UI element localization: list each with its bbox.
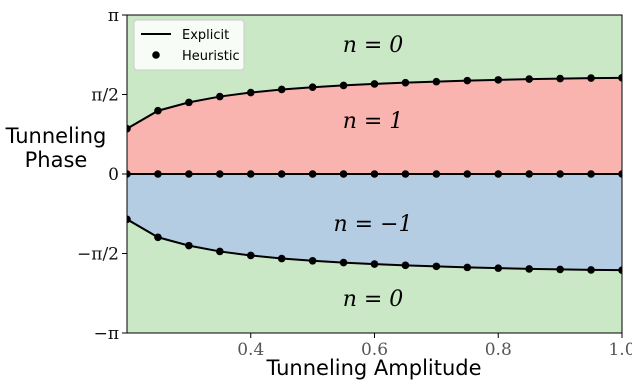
heuristic-point-upper	[246, 88, 255, 97]
heuristic-point-lower	[127, 215, 131, 224]
heuristic-point-lower	[587, 266, 595, 274]
heuristic-point-lower	[618, 266, 622, 274]
heuristic-point-upper	[525, 75, 533, 83]
heuristic-point-lower	[463, 263, 472, 272]
legend-label-explicit: Explicit	[182, 28, 229, 43]
heuristic-point-upper	[494, 76, 503, 84]
heuristic-point-lower	[339, 258, 348, 267]
heuristic-point-middle	[339, 170, 348, 178]
heuristic-point-lower	[216, 247, 224, 256]
heuristic-point-lower	[246, 251, 255, 260]
heuristic-point-lower	[525, 265, 533, 273]
y-tick-label: π	[108, 6, 119, 26]
heuristic-point-middle	[432, 170, 441, 178]
heuristic-point-middle	[216, 170, 224, 178]
heuristic-point-upper	[154, 106, 162, 115]
y-axis-ticks: π π/2 0 −π/2 −π	[77, 6, 127, 344]
y-tick-label: π/2	[91, 85, 119, 105]
heuristic-point-middle	[370, 170, 379, 178]
x-tick-label: 0.4	[237, 340, 264, 360]
series-markers	[127, 74, 622, 274]
heuristic-point-upper	[370, 80, 379, 88]
heuristic-point-lower	[370, 260, 379, 268]
heuristic-point-lower	[556, 265, 564, 274]
heuristic-point-middle	[587, 170, 595, 178]
heuristic-point-lower	[277, 254, 286, 263]
heuristic-point-lower	[494, 264, 503, 272]
heuristic-point-lower	[185, 241, 193, 250]
region-label-lower-middle: n = −1	[333, 212, 412, 237]
region-label-bottom: n = 0	[343, 287, 404, 312]
x-tick-label: 1.0	[608, 340, 632, 360]
heuristic-point-middle	[463, 170, 472, 178]
y-tick-label: 0	[108, 165, 119, 185]
heuristic-point-upper	[277, 85, 286, 94]
region-label-top: n = 0	[343, 33, 404, 58]
heuristic-point-upper	[127, 124, 131, 133]
region-label-upper-middle: n = 1	[343, 109, 404, 134]
heuristic-point-upper	[339, 81, 348, 90]
heuristic-point-middle	[401, 170, 410, 178]
heuristic-point-middle	[277, 170, 286, 178]
heuristic-point-upper	[216, 92, 224, 101]
heuristic-point-middle	[525, 170, 533, 178]
legend: Explicit Heuristic	[133, 19, 245, 71]
heuristic-point-upper	[587, 74, 595, 82]
heuristic-point-middle	[556, 170, 564, 178]
heuristic-point-upper	[401, 78, 410, 87]
heuristic-point-middle	[494, 170, 503, 178]
heuristic-point-middle	[618, 170, 622, 178]
x-tick-label: 0.6	[361, 340, 388, 360]
heuristic-point-lower	[154, 233, 162, 242]
legend-label-heuristic: Heuristic	[182, 49, 240, 64]
heuristic-point-middle	[308, 170, 317, 178]
legend-dot-swatch	[152, 51, 160, 59]
y-axis-title-line1: Tunneling	[5, 124, 107, 148]
legend-box	[133, 19, 245, 71]
x-axis-title: Tunneling Amplitude	[265, 356, 481, 380]
region-n1-fill	[127, 77, 622, 174]
x-axis-ticks: 0.4 0.6 0.8 1.0	[237, 333, 632, 360]
x-tick-label: 0.8	[485, 340, 512, 360]
heuristic-point-middle	[127, 170, 131, 178]
heuristic-point-middle	[154, 170, 162, 178]
heuristic-point-upper	[432, 77, 441, 86]
y-tick-label: −π	[94, 324, 119, 344]
heuristic-point-upper	[618, 74, 622, 82]
y-tick-label: −π/2	[77, 245, 119, 265]
region-nminus1-fill	[127, 174, 622, 271]
heuristic-point-lower	[401, 261, 410, 270]
heuristic-point-lower	[432, 262, 441, 271]
heuristic-point-upper	[463, 76, 472, 85]
heuristic-point-upper	[308, 83, 317, 92]
heuristic-point-middle	[185, 170, 193, 178]
heuristic-point-middle	[246, 170, 255, 178]
heuristic-point-lower	[308, 256, 317, 265]
heuristic-point-upper	[556, 74, 564, 83]
y-axis-title-line2: Phase	[25, 148, 88, 172]
heuristic-point-upper	[185, 98, 193, 107]
